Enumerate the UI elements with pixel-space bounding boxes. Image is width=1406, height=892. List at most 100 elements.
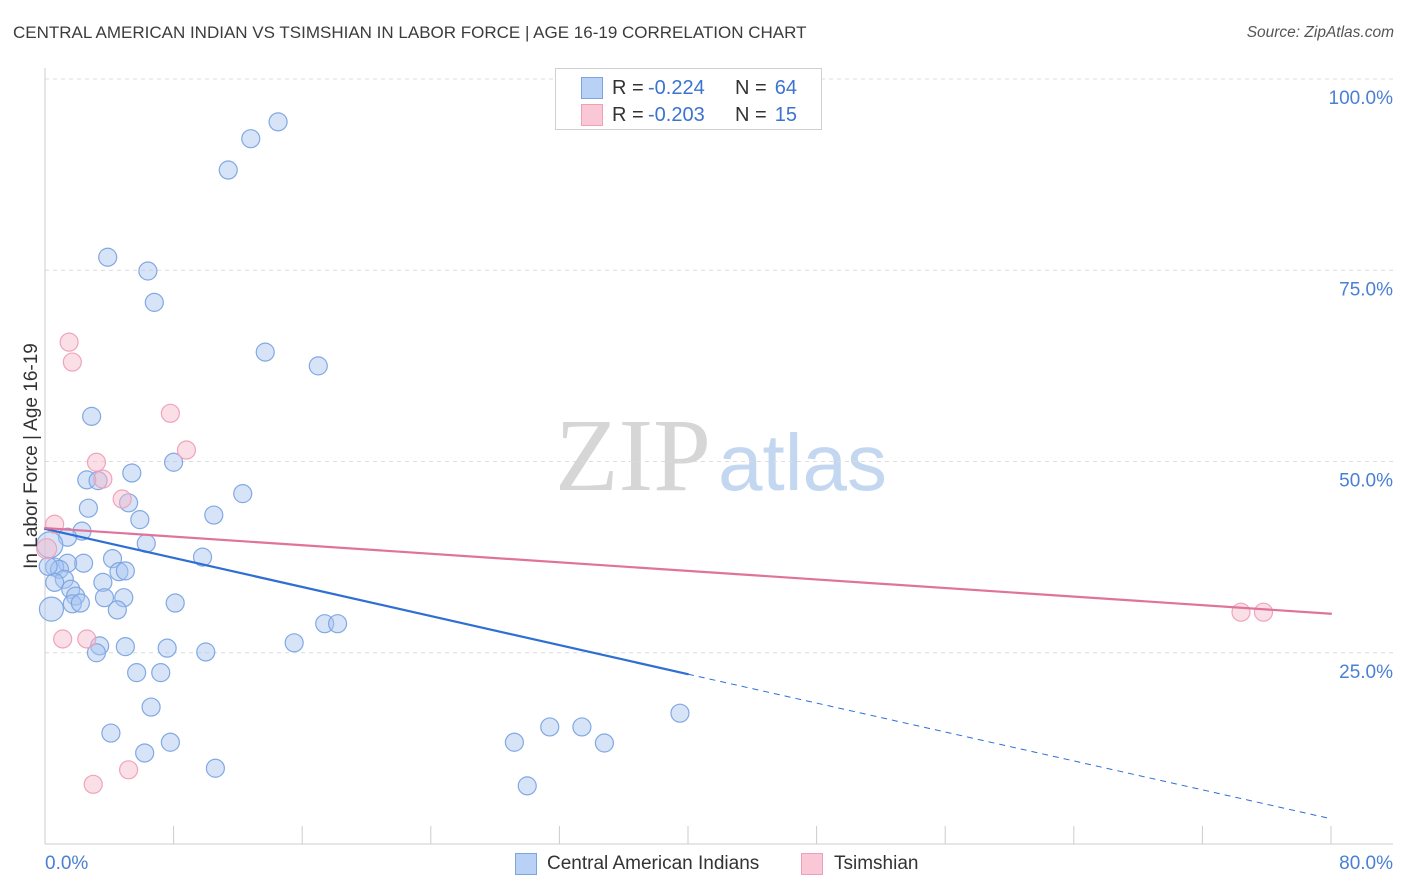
data-point bbox=[93, 572, 113, 592]
series-tsimshian-points bbox=[36, 332, 1274, 794]
data-point bbox=[1231, 602, 1251, 622]
data-point bbox=[268, 112, 288, 132]
data-point bbox=[144, 292, 164, 312]
data-point bbox=[36, 538, 58, 560]
trend-line-tsimshian bbox=[43, 526, 1333, 615]
data-point bbox=[540, 717, 560, 737]
n-value: 64 bbox=[774, 77, 797, 99]
data-point bbox=[151, 663, 171, 683]
trend-line-central-american-indians bbox=[43, 527, 690, 676]
y-tick-label: 50.0% bbox=[1339, 471, 1393, 492]
data-point bbox=[165, 593, 185, 613]
data-points bbox=[36, 112, 1274, 796]
data-point bbox=[160, 732, 180, 752]
data-point bbox=[241, 129, 261, 149]
series-legend-swatch-central-american-indians bbox=[515, 853, 537, 875]
data-point bbox=[135, 743, 155, 763]
watermark-zip: ZIP bbox=[555, 398, 711, 513]
n-value: 15 bbox=[774, 104, 797, 126]
data-point bbox=[112, 489, 132, 509]
y-tick-label: 75.0% bbox=[1339, 279, 1393, 300]
data-point bbox=[38, 556, 58, 576]
x-tick-label: 0.0% bbox=[45, 853, 88, 874]
data-point bbox=[670, 703, 690, 723]
r-value: -0.224 bbox=[648, 77, 705, 99]
tick-labels: 25.0% 50.0% 75.0% 100.0% 0.0% 80.0% bbox=[45, 88, 1393, 874]
y-tick-label: 100.0% bbox=[1329, 88, 1394, 109]
data-point bbox=[53, 629, 73, 649]
data-point bbox=[122, 463, 142, 483]
data-point bbox=[83, 774, 103, 794]
data-point bbox=[127, 663, 147, 683]
x-tick-label: 80.0% bbox=[1339, 853, 1393, 874]
data-point bbox=[82, 406, 102, 426]
data-point bbox=[327, 614, 348, 634]
data-point bbox=[107, 600, 127, 620]
stats-legend: R = -0.224 N = 64 R = -0.203 N = 15 bbox=[555, 68, 822, 130]
n-label: N = bbox=[735, 77, 767, 99]
chart-source: Source: ZipAtlas.com bbox=[1246, 24, 1394, 41]
data-point bbox=[70, 593, 90, 613]
data-point bbox=[1253, 602, 1274, 622]
data-point bbox=[45, 572, 65, 592]
y-tick-label: 25.0% bbox=[1339, 662, 1393, 683]
data-point bbox=[78, 498, 99, 518]
data-point bbox=[62, 352, 82, 372]
data-point bbox=[218, 160, 238, 180]
trend-lines bbox=[43, 526, 1333, 820]
data-point bbox=[517, 776, 537, 796]
data-point bbox=[114, 588, 134, 608]
series-legend-label-tsimshian: Tsimshian bbox=[834, 853, 919, 874]
data-point bbox=[86, 643, 107, 663]
data-point bbox=[594, 733, 615, 753]
data-point bbox=[160, 403, 180, 423]
data-point bbox=[176, 440, 197, 460]
data-point bbox=[255, 342, 275, 362]
data-point bbox=[115, 561, 135, 581]
watermark-atlas: atlas bbox=[718, 418, 887, 507]
data-point bbox=[192, 547, 213, 567]
data-point bbox=[233, 484, 253, 504]
legend-swatch-tsimshian bbox=[581, 104, 603, 126]
data-point bbox=[572, 717, 592, 737]
r-value: -0.203 bbox=[648, 104, 705, 126]
data-point bbox=[86, 452, 107, 472]
n-label: N = bbox=[735, 104, 767, 126]
data-point bbox=[62, 594, 82, 614]
r-label: R = bbox=[612, 77, 644, 99]
data-point bbox=[59, 332, 79, 352]
watermark: ZIP atlas bbox=[555, 398, 887, 513]
data-point bbox=[196, 642, 216, 662]
data-point bbox=[504, 732, 524, 752]
data-point bbox=[38, 596, 65, 622]
data-point bbox=[109, 562, 129, 582]
data-point bbox=[115, 637, 135, 657]
data-point bbox=[141, 697, 161, 717]
data-point bbox=[77, 629, 97, 649]
gridlines bbox=[45, 78, 1393, 654]
data-point bbox=[94, 588, 115, 608]
data-point bbox=[204, 505, 224, 525]
r-label: R = bbox=[612, 104, 644, 126]
data-point bbox=[61, 579, 81, 599]
series-legend-swatch-tsimshian bbox=[801, 853, 823, 875]
data-point bbox=[118, 760, 139, 780]
series-legend-label-central-american-indians: Central American Indians bbox=[547, 853, 760, 874]
data-point bbox=[98, 247, 118, 267]
legend-swatch-central-american-indians bbox=[581, 77, 603, 99]
data-point bbox=[157, 638, 177, 658]
stats-legend-row-central-american-indians: R = -0.224 N = 64 bbox=[556, 75, 821, 101]
data-point bbox=[284, 633, 304, 653]
data-point bbox=[101, 723, 121, 743]
y-axis-label: In Labor Force | Age 16-19 bbox=[21, 343, 42, 569]
trend-line-extension-central-american-indians bbox=[687, 673, 1332, 820]
data-point bbox=[205, 758, 225, 778]
data-point bbox=[308, 356, 328, 376]
axes bbox=[44, 68, 1393, 845]
data-point bbox=[73, 553, 94, 573]
data-point bbox=[138, 261, 158, 281]
data-point bbox=[164, 452, 184, 472]
chart-title: CENTRAL AMERICAN INDIAN VS TSIMSHIAN IN … bbox=[13, 23, 807, 42]
stats-legend-row-tsimshian: R = -0.203 N = 15 bbox=[556, 102, 821, 128]
